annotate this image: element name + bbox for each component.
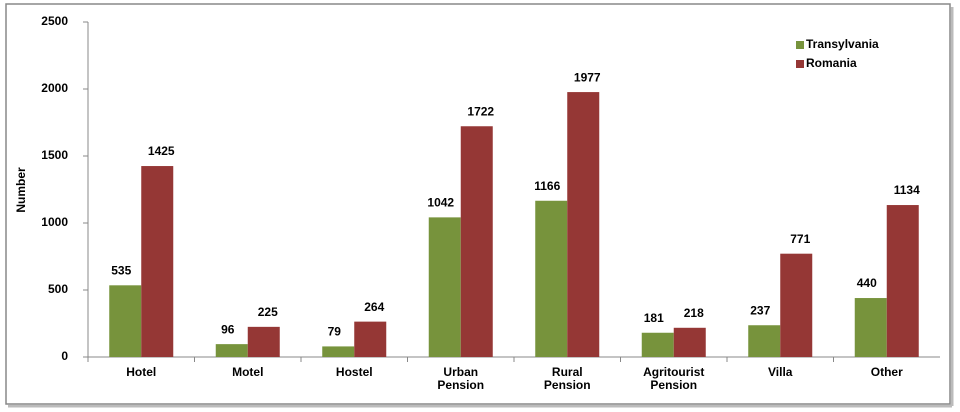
bar <box>854 298 887 357</box>
value-label: 225 <box>258 305 278 319</box>
legend-label: Transylvania <box>806 37 879 51</box>
value-label: 1166 <box>534 179 560 193</box>
value-label: 1425 <box>148 144 175 158</box>
value-label: 96 <box>221 322 235 336</box>
bar <box>460 126 493 357</box>
x-tick-label: Urban Pension <box>437 365 484 392</box>
value-label: 440 <box>857 276 877 290</box>
bar <box>673 327 706 357</box>
value-label: 1977 <box>574 70 601 84</box>
x-tick-label: Hotel <box>126 365 156 379</box>
value-label: 1722 <box>467 104 494 118</box>
bar <box>886 205 919 357</box>
y-tick-label: 500 <box>48 282 68 296</box>
value-label: 218 <box>684 306 704 320</box>
legend-swatch <box>796 60 804 68</box>
x-tick-label: Hostel <box>336 365 373 379</box>
bar <box>641 332 674 357</box>
x-tick-label: Rural Pension <box>544 365 591 392</box>
bar <box>428 217 461 357</box>
bar <box>354 321 387 357</box>
value-label: 771 <box>790 232 810 246</box>
value-label: 1042 <box>427 196 454 210</box>
x-tick-label: Other <box>871 365 903 379</box>
y-tick-label: 0 <box>61 349 68 363</box>
x-tick-label: Villa <box>768 365 793 379</box>
legend-label: Romania <box>806 56 857 70</box>
bar <box>141 166 174 357</box>
bar <box>109 285 142 357</box>
value-label: 181 <box>644 311 664 325</box>
bar <box>748 325 781 357</box>
value-label: 79 <box>328 325 342 339</box>
value-label: 535 <box>111 263 131 277</box>
legend-swatch <box>796 41 804 49</box>
bar <box>322 346 355 357</box>
bar <box>567 92 600 357</box>
bar <box>247 326 280 357</box>
bar <box>535 200 568 357</box>
y-tick-label: 1000 <box>41 215 68 229</box>
y-tick-label: 2000 <box>41 81 68 95</box>
bar <box>215 344 248 357</box>
x-tick-label: Motel <box>232 365 263 379</box>
value-label: 264 <box>364 300 384 314</box>
y-axis-label: Number <box>14 167 28 213</box>
bar <box>780 253 813 357</box>
y-tick-label: 1500 <box>41 148 68 162</box>
x-tick-label: Agritourist Pension <box>643 365 704 392</box>
y-tick-label: 2500 <box>41 14 68 28</box>
value-label: 1134 <box>894 183 920 197</box>
value-label: 237 <box>750 303 770 317</box>
